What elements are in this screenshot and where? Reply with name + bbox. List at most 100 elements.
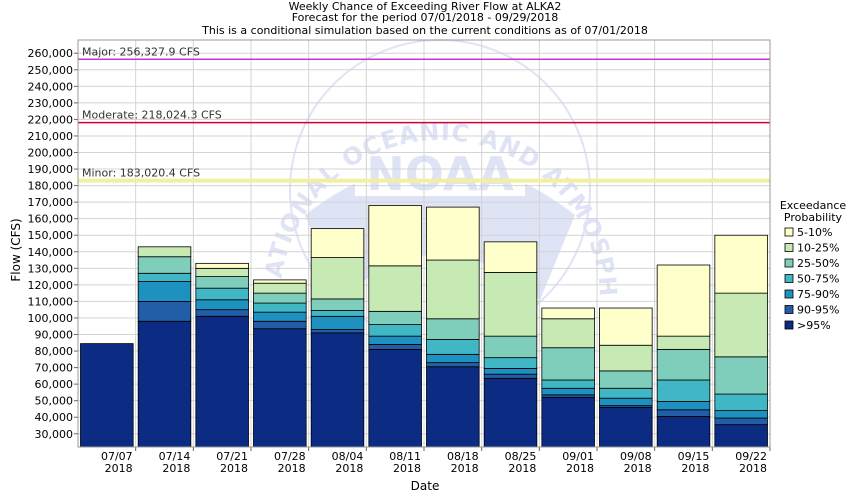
bar-segment [368,348,422,448]
bar-stacks [80,205,768,448]
bar-stack [426,206,480,448]
bar-stack [368,205,422,448]
x-tick-label-year: 2018 [278,462,306,475]
bar-segment [599,370,653,389]
y-axis-label: Flow (CFS) [9,218,23,281]
bar-segment [368,324,422,337]
y-axis: 30,000 40,000 50,000 60,000 70,000 80,000 90,0… [28,47,78,441]
legend-label: 25-50% [797,257,839,270]
bar-segment [656,264,711,337]
y-tick-label: 40,000 [35,411,74,424]
bar-stack [599,307,653,448]
y-tick-label: 70,000 [35,362,74,375]
bar-segment [483,241,538,273]
x-tick-label-year: 2018 [681,462,709,475]
x-axis: 07/07201807/14201807/21201807/28201808/0… [101,447,771,475]
x-tick-label-date: 08/04 [332,450,364,463]
x-tick-label-year: 2018 [393,462,421,475]
bar-segment [656,348,711,381]
x-tick-label-year: 2018 [335,462,363,475]
y-tick-label: 140,000 [28,246,74,259]
legend-swatch [784,274,794,283]
bar-segment [599,387,653,399]
bar-segment [426,259,480,320]
legend-title-line-1: Exceedance [780,199,847,212]
bar-segment [541,387,595,396]
bar-stack [483,241,538,448]
bar-segment [483,357,538,369]
bar-stack [195,262,249,448]
bar-segment [310,315,365,330]
x-tick-label-year: 2018 [508,462,536,475]
y-tick-label: 210,000 [28,130,74,143]
y-tick-label: 250,000 [28,64,74,77]
bar-segment [541,318,595,349]
x-tick-label-year: 2018 [220,462,248,475]
bar-segment [483,335,538,359]
bar-segment [137,320,192,448]
bar-segment [541,347,595,381]
bar-segment [483,373,538,379]
bar-segment [714,424,768,448]
bar-segment [599,307,653,346]
x-tick-label-year: 2018 [451,462,479,475]
bar-segment [714,417,768,426]
bar-segment [483,272,538,337]
legend-swatch [784,227,794,237]
bar-segment [137,256,192,274]
bar-segment [368,344,422,350]
x-tick-label-date: 07/21 [216,450,248,463]
chart-note: This is a conditional simulation based o… [201,24,648,37]
bar-segment [656,379,711,402]
legend-label: 5-10% [797,226,832,239]
x-tick-label-year: 2018 [739,462,767,475]
y-tick-label: 100,000 [28,312,74,325]
legend-label: 75-90% [797,288,839,301]
bar-segment [195,276,249,289]
x-tick-label-date: 07/07 [101,450,133,463]
x-tick-label-year: 2018 [105,462,133,475]
bar-segment [137,272,192,282]
legend-title-line-2: Probability [784,211,843,224]
bar-segment [541,379,595,389]
bar-stack [310,228,365,448]
y-tick-label: 190,000 [28,163,74,176]
bar-segment [368,265,422,312]
y-tick-label: 60,000 [35,378,74,391]
chart-subtitle: Forecast for the period 07/01/2018 - 09/… [292,11,559,24]
y-tick-label: 120,000 [28,279,74,292]
bar-segment [599,406,653,448]
legend-label: 50-75% [797,273,839,286]
y-tick-label: 230,000 [28,97,74,110]
grid-lines [78,40,770,447]
legend-swatch [784,258,794,268]
legend: Exceedance Probability 5-10% 10-25% 25-50%… [780,199,847,332]
x-tick-label-year: 2018 [624,462,652,475]
x-tick-label-year: 2018 [566,462,594,475]
bar-segment [426,366,480,448]
bar-segment [656,401,711,411]
x-tick-label-date: 07/14 [159,450,191,463]
legend-swatch [784,243,794,252]
bar-segment [195,287,249,301]
legend-swatch [784,289,794,299]
bar-stack [714,234,768,448]
bar-segment [368,205,422,267]
legend-label: 90-95% [797,304,839,317]
x-tick-label-date: 09/08 [620,450,652,463]
bar-segment [253,328,307,448]
bar-stack [253,279,307,448]
bar-segment [426,353,480,364]
chart-title: Weekly Chance of Exceeding River Flow at… [289,0,562,13]
flood-threshold-lines: Major: 256,327.9 CFS Moderate: 218,024.3 … [78,45,770,183]
y-tick-label: 240,000 [28,80,74,93]
threshold-label: Minor: 183,020.4 CFS [82,167,200,180]
x-tick-label-date: 08/18 [447,450,479,463]
bar-segment [541,307,595,320]
y-tick-label: 170,000 [28,196,74,209]
y-tick-label: 200,000 [28,147,74,160]
y-tick-label: 90,000 [35,328,74,341]
bar-stack [80,343,134,448]
y-tick-label: 110,000 [28,295,74,308]
